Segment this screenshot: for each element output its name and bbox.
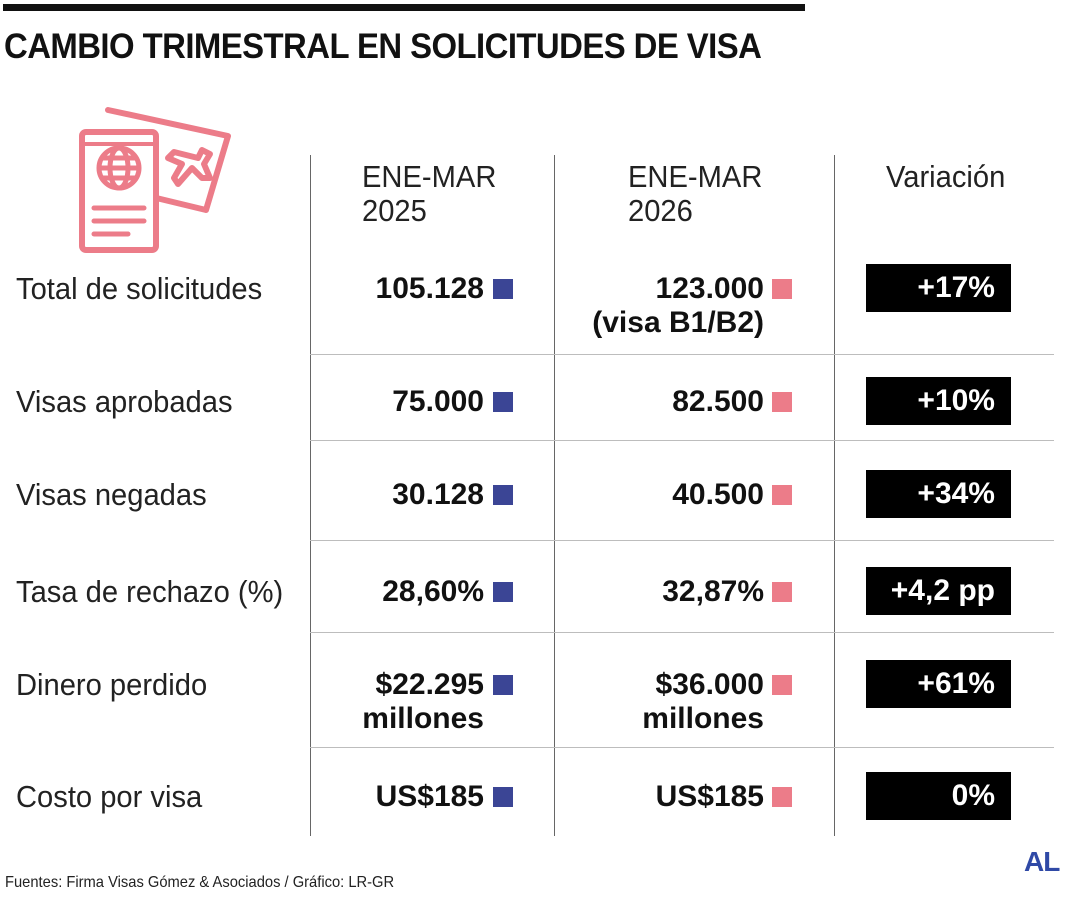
- column-header-line1: Variación: [886, 159, 1006, 194]
- column-divider: [554, 155, 555, 836]
- value-2026-sub: (visa B1/B2): [592, 306, 764, 339]
- legend-square-2025: [493, 485, 513, 505]
- value-2025-sub: millones: [362, 702, 484, 735]
- value-2025: $22.295 millones: [362, 668, 484, 736]
- value-2025: US$185: [376, 780, 484, 814]
- chart-title: CAMBIO TRIMESTRAL EN SOLICITUDES DE VISA: [4, 27, 762, 66]
- row-label: Costo por visa: [16, 779, 203, 814]
- variation-badge: 0%: [866, 772, 1011, 820]
- column-header-2026: ENE-MAR 2026: [628, 160, 762, 228]
- value-2026-main: 40.500: [672, 478, 764, 511]
- value-2025-main: 28,60%: [382, 575, 484, 608]
- value-2025-main: 30.128: [392, 478, 484, 511]
- row-divider: [310, 354, 1054, 355]
- variation-badge: +61%: [866, 660, 1011, 708]
- row-label: Total de solicitudes: [16, 271, 263, 306]
- top-rule: [3, 4, 805, 11]
- legend-square-2025: [493, 787, 513, 807]
- legend-square-2026: [772, 675, 792, 695]
- value-2025: 30.128: [392, 478, 484, 512]
- value-2026: 123.000 (visa B1/B2): [592, 272, 764, 340]
- legend-square-2026: [772, 787, 792, 807]
- column-header-2025: ENE-MAR 2025: [362, 160, 496, 228]
- row-label: Visas negadas: [16, 477, 207, 512]
- legend-square-2025: [493, 675, 513, 695]
- value-2026: $36.000 millones: [642, 668, 764, 736]
- value-2025: 105.128: [376, 272, 484, 306]
- legend-square-2025: [493, 582, 513, 602]
- variation-badge: +34%: [866, 470, 1011, 518]
- legend-square-2026: [772, 582, 792, 602]
- legend-square-2025: [493, 279, 513, 299]
- value-2026-main: US$185: [655, 780, 764, 813]
- value-2026: 32,87%: [662, 575, 764, 609]
- row-label: Dinero perdido: [16, 667, 208, 702]
- row-label: Visas aprobadas: [16, 384, 233, 419]
- passport-with-airplane-ticket-icon: [79, 107, 231, 253]
- row-label: Tasa de rechazo (%): [16, 574, 284, 609]
- value-2025-main: 75.000: [392, 385, 484, 418]
- value-2026: 82.500: [672, 385, 764, 419]
- publisher-logo: AL: [1024, 846, 1060, 877]
- row-divider: [310, 540, 1054, 541]
- row-divider: [310, 747, 1054, 748]
- value-2026-sub: millones: [642, 702, 764, 735]
- value-2025: 75.000: [392, 385, 484, 419]
- column-divider: [310, 155, 311, 836]
- legend-square-2026: [772, 279, 792, 299]
- column-header-line1: ENE-MAR: [628, 159, 763, 194]
- legend-square-2025: [493, 392, 513, 412]
- legend-square-2026: [772, 485, 792, 505]
- column-divider: [834, 155, 835, 836]
- value-2026: 40.500: [672, 478, 764, 512]
- row-divider: [310, 440, 1054, 441]
- variation-badge: +4,2 pp: [866, 567, 1011, 615]
- value-2025: 28,60%: [382, 575, 484, 609]
- column-header-line1: ENE-MAR: [362, 159, 497, 194]
- column-header-line2: 2026: [628, 193, 693, 228]
- legend-square-2026: [772, 392, 792, 412]
- value-2026-main: $36.000: [655, 668, 764, 701]
- variation-badge: +17%: [866, 264, 1011, 312]
- source-note: Fuentes: Firma Visas Gómez & Asociados /…: [5, 874, 395, 891]
- column-header-variation: Variación: [886, 160, 1005, 194]
- value-2026-main: 32,87%: [662, 575, 764, 608]
- value-2025-main: US$185: [375, 780, 484, 813]
- value-2025-main: 105.128: [375, 272, 484, 305]
- value-2026-main: 82.500: [672, 385, 764, 418]
- value-2025-main: $22.295: [375, 668, 484, 701]
- value-2026-main: 123.000: [655, 272, 764, 305]
- variation-badge: +10%: [866, 377, 1011, 425]
- row-divider: [310, 632, 1054, 633]
- column-header-line2: 2025: [362, 193, 427, 228]
- value-2026: US$185: [656, 780, 764, 814]
